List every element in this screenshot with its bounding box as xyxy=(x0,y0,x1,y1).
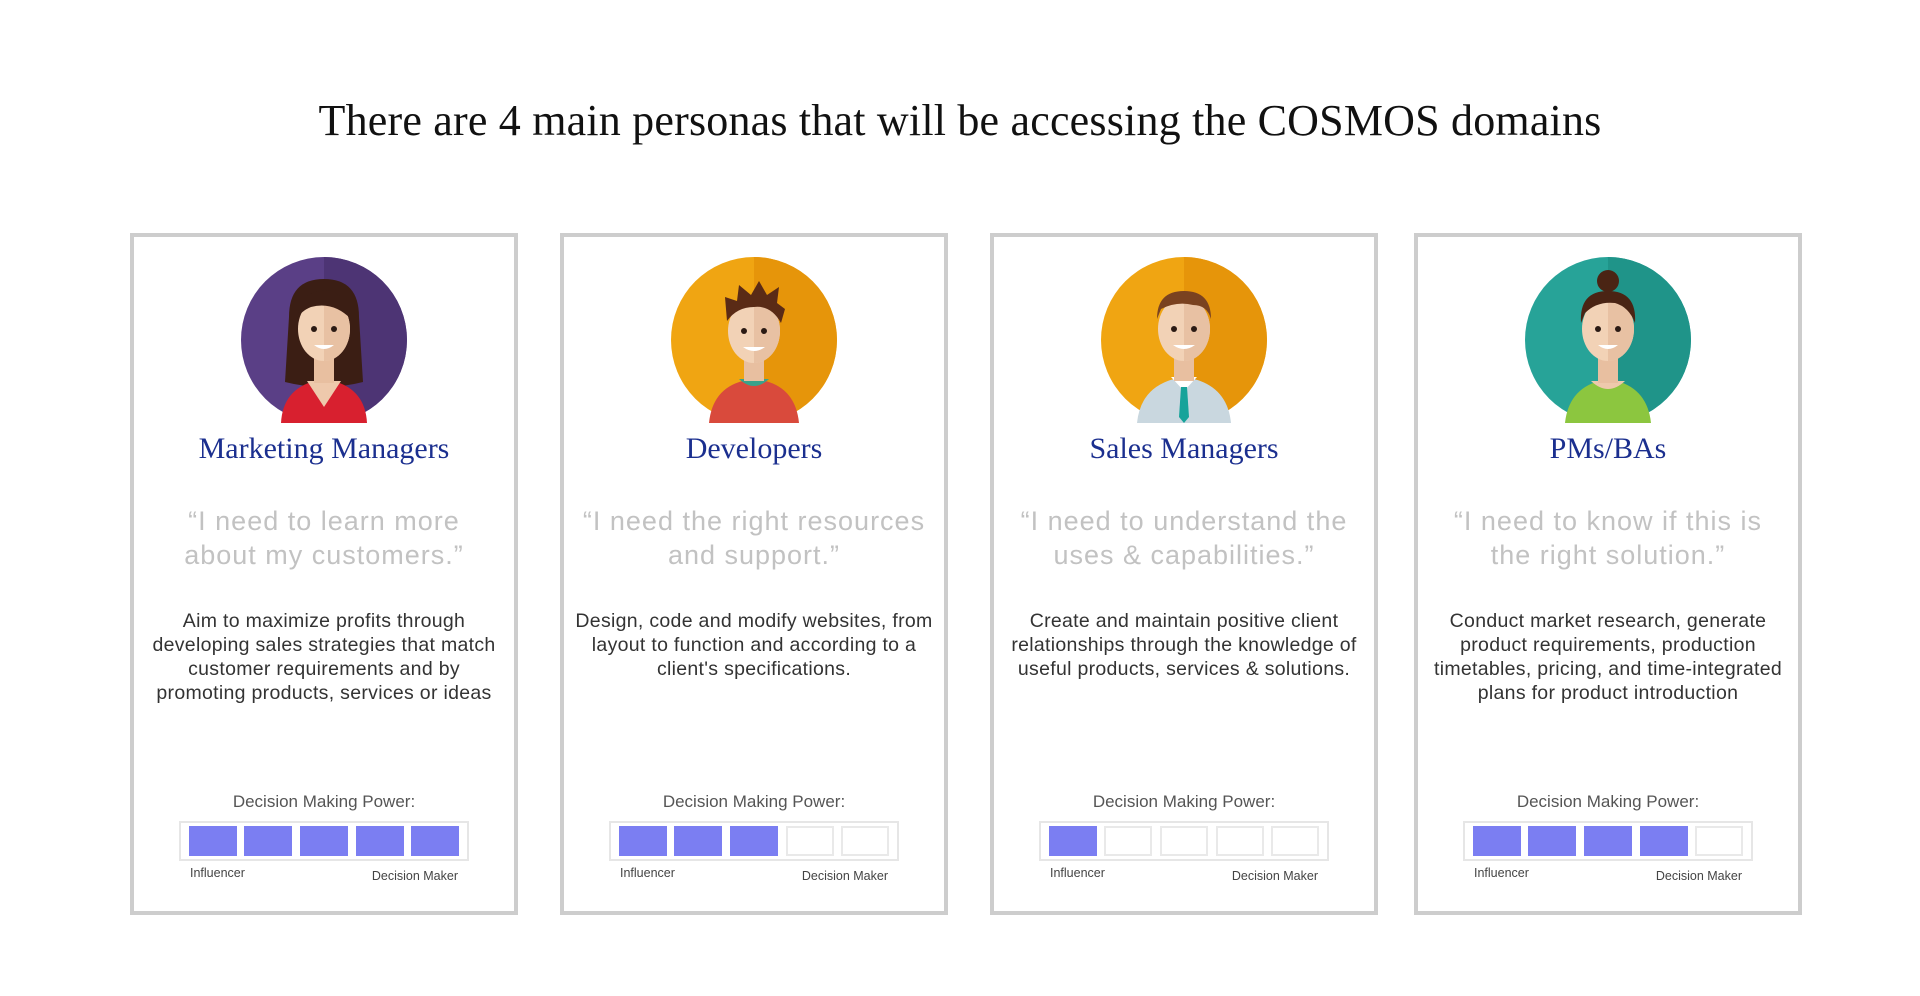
salesman-avatar-icon xyxy=(1101,257,1267,423)
scale-low-label: Influencer xyxy=(190,866,245,880)
persona-description: Aim to maximize profits through developi… xyxy=(152,610,496,704)
decision-power-label: Decision Making Power: xyxy=(1516,792,1700,811)
meter-segment xyxy=(188,826,237,856)
scale-low-label: Influencer xyxy=(1050,866,1105,880)
scale-high-label: Decision Maker xyxy=(1231,869,1318,883)
meter-segment xyxy=(1695,826,1744,856)
persona-card-pms-bas: PMs/BAs “I need to know if this is the r… xyxy=(1414,233,1802,915)
decision-power-label: Decision Making Power: xyxy=(232,792,416,811)
persona-card-developers: Developers “I need the right resources a… xyxy=(560,233,948,915)
meter-segment xyxy=(1472,826,1521,856)
scale-low-label: Influencer xyxy=(620,866,675,880)
decision-power-label: Decision Making Power: xyxy=(662,792,846,811)
persona-role-title: Marketing Managers xyxy=(198,432,450,465)
persona-role-title: Developers xyxy=(685,432,823,465)
meter-segment xyxy=(1528,826,1577,856)
meter-segment xyxy=(1159,826,1208,856)
persona-card-marketing-managers: Marketing Managers “I need to learn more… xyxy=(130,233,518,915)
page-title: There are 4 main personas that will be a… xyxy=(318,96,1602,145)
meter-segment xyxy=(1639,826,1688,856)
meter-segment xyxy=(1583,826,1632,856)
scale-low-label: Influencer xyxy=(1474,866,1529,880)
persona-description: Create and maintain positive client rela… xyxy=(1011,610,1357,680)
meter-segment xyxy=(729,826,778,856)
persona-card-sales-managers: Sales Managers “I need to understand the… xyxy=(990,233,1378,915)
meter-segment xyxy=(1048,826,1097,856)
meter-segment xyxy=(411,826,460,856)
meter-segment xyxy=(1271,826,1320,856)
pm-avatar-icon xyxy=(1525,257,1691,423)
meter-segment xyxy=(355,826,404,856)
meter-segment xyxy=(299,826,348,856)
meter-segment xyxy=(674,826,723,856)
persona-quote: “I need to know if this is the right sol… xyxy=(1453,506,1763,570)
persona-quote: “I need to understand the uses & capabil… xyxy=(1020,506,1348,570)
scale-high-label: Decision Maker xyxy=(371,869,458,883)
scale-high-label: Decision Maker xyxy=(801,869,888,883)
developer-avatar-icon xyxy=(671,257,837,423)
persona-role-title: PMs/BAs xyxy=(1549,432,1667,465)
decision-power-meter xyxy=(1039,821,1329,861)
persona-quote: “I need the right resources and support.… xyxy=(582,506,926,570)
scale-high-label: Decision Maker xyxy=(1655,869,1742,883)
meter-segment xyxy=(1215,826,1264,856)
meter-segment xyxy=(618,826,667,856)
persona-description: Conduct market research, generate produc… xyxy=(1433,610,1782,704)
meter-segment xyxy=(785,826,834,856)
persona-role-title: Sales Managers xyxy=(1089,432,1279,465)
decision-power-meter xyxy=(609,821,899,861)
meter-segment xyxy=(244,826,293,856)
meter-segment xyxy=(841,826,890,856)
meter-segment xyxy=(1104,826,1153,856)
decision-power-label: Decision Making Power: xyxy=(1092,792,1276,811)
decision-power-meter xyxy=(1463,821,1753,861)
woman-avatar-icon xyxy=(241,257,407,423)
decision-power-meter xyxy=(179,821,469,861)
persona-quote: “I need to learn more about my customers… xyxy=(184,506,464,570)
persona-description: Design, code and modify websites, from l… xyxy=(575,610,933,680)
